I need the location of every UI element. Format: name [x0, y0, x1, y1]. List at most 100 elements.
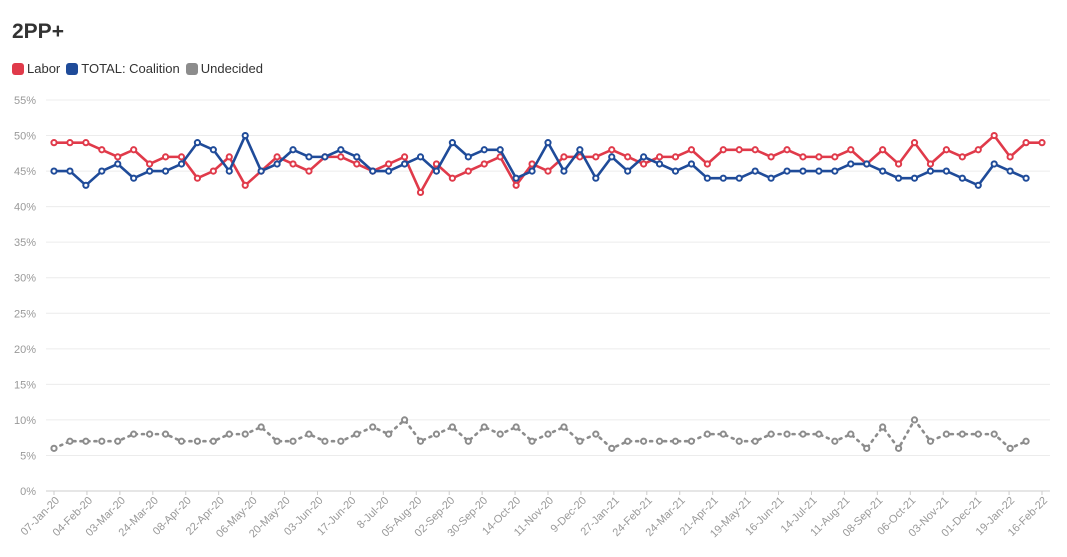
data-point [161, 153, 170, 161]
data-point [735, 437, 743, 445]
data-point [640, 160, 648, 168]
data-point [815, 430, 823, 438]
data-point [703, 174, 711, 182]
data-point [719, 430, 727, 438]
data-point [512, 174, 520, 182]
data-point [799, 153, 807, 161]
data-point [225, 153, 233, 161]
y-tick-label: 15% [14, 379, 36, 391]
y-tick-label: 5% [20, 450, 36, 462]
data-point [289, 437, 297, 445]
data-point [209, 167, 217, 175]
data-point [337, 437, 345, 445]
data-point [353, 160, 361, 168]
legend-item-labor[interactable]: Labor [12, 61, 60, 76]
data-point [225, 430, 233, 438]
y-tick-label: 25% [14, 308, 36, 320]
legend-label-undecided: Undecided [200, 61, 263, 76]
y-tick-label: 40% [14, 202, 36, 214]
data-point [496, 430, 504, 438]
data-point [385, 430, 393, 438]
data-point [815, 153, 823, 161]
data-point [863, 160, 871, 168]
data-point [608, 146, 616, 154]
data-point [815, 167, 823, 175]
data-point [655, 153, 664, 161]
data-point [783, 430, 791, 438]
data-point [177, 160, 186, 168]
data-point [990, 160, 998, 168]
y-tick-label: 0% [20, 486, 36, 498]
data-point [305, 430, 313, 438]
data-point [735, 174, 743, 182]
data-point [974, 146, 982, 154]
data-point [353, 153, 361, 161]
data-point [528, 437, 536, 445]
data-point [879, 423, 887, 431]
data-point [146, 430, 154, 438]
data-point [193, 437, 202, 445]
data-point [942, 167, 950, 175]
data-point [910, 139, 919, 147]
data-point [321, 153, 329, 161]
legend-item-undecided[interactable]: Undecided [185, 61, 263, 76]
data-point [926, 167, 935, 175]
data-point [1022, 139, 1030, 147]
legend-item-coalition[interactable]: TOTAL: Coalition [66, 61, 180, 76]
data-point [50, 139, 58, 147]
data-point [767, 153, 775, 161]
data-point [910, 416, 919, 424]
data-point [703, 430, 711, 438]
data-point [400, 160, 409, 168]
data-point [942, 146, 950, 154]
data-point [767, 174, 775, 182]
data-point [98, 146, 106, 154]
data-point [528, 167, 536, 175]
data-point [640, 153, 648, 161]
y-tick-label: 10% [14, 415, 36, 427]
data-point [624, 167, 632, 175]
data-point [592, 430, 600, 438]
data-point [289, 160, 297, 168]
data-point [751, 167, 759, 175]
data-point [464, 167, 472, 175]
data-point [146, 160, 154, 168]
data-point [114, 160, 122, 168]
legend-swatch-undecided [185, 62, 198, 75]
data-point [464, 153, 472, 161]
data-point [847, 160, 855, 168]
data-point [687, 160, 696, 168]
data-point [114, 437, 122, 445]
data-point [592, 174, 600, 182]
data-point [50, 167, 58, 175]
data-point [225, 167, 233, 175]
data-point [863, 444, 871, 452]
data-point [448, 174, 456, 182]
data-point [98, 437, 106, 445]
data-point [703, 160, 711, 168]
data-point [942, 430, 950, 438]
data-point [385, 167, 393, 175]
data-point [544, 139, 552, 147]
data-point [273, 437, 281, 445]
legend: Labor TOTAL: Coalition Undecided [12, 61, 269, 76]
data-point [66, 139, 74, 147]
data-point [209, 437, 217, 445]
data-point [624, 437, 632, 445]
data-point [161, 430, 170, 438]
data-point [257, 167, 265, 175]
y-tick-label: 20% [14, 344, 36, 356]
series-line-2 [52, 418, 1028, 450]
data-point [847, 430, 855, 438]
data-point [337, 153, 345, 161]
y-tick-label: 35% [14, 237, 36, 249]
data-point [671, 437, 680, 445]
data-point [66, 167, 74, 175]
data-point [82, 139, 90, 147]
data-point [1022, 174, 1030, 182]
data-point [1022, 437, 1030, 445]
data-point [831, 167, 839, 175]
data-point [289, 146, 297, 154]
data-point [369, 167, 377, 175]
